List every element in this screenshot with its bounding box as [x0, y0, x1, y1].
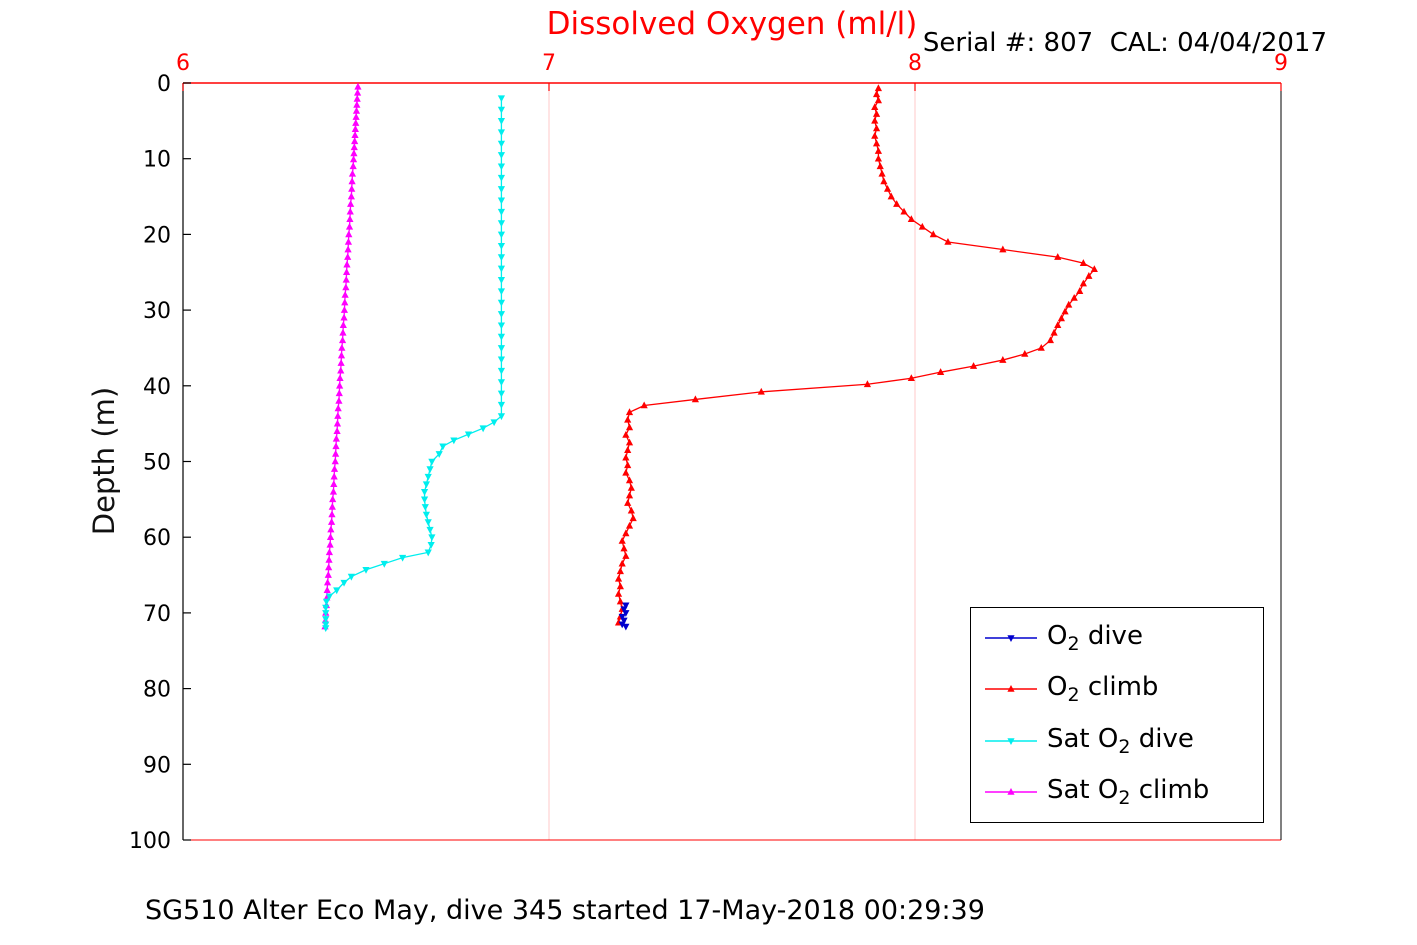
- legend-item-o2-climb: O2 climb: [971, 672, 1263, 706]
- serial-cal-text: Serial #: 807 CAL: 04/04/2017: [922, 28, 1327, 58]
- x-tick-labels: 6 7 8 9: [176, 51, 1288, 91]
- svg-text:40: 40: [143, 375, 171, 400]
- legend: O2 dive O2 climb Sat O2 dive Sat O2 climb: [970, 607, 1264, 823]
- legend-swatch-sat-o2-dive: [985, 737, 1037, 745]
- svg-text:0: 0: [157, 72, 171, 97]
- svg-text:90: 90: [143, 753, 171, 778]
- legend-item-sat-o2-dive: Sat O2 dive: [971, 724, 1263, 758]
- svg-text:10: 10: [143, 148, 171, 173]
- svg-text:60: 60: [143, 526, 171, 551]
- svg-text:7: 7: [542, 51, 556, 76]
- svg-text:30: 30: [143, 299, 171, 324]
- series-sat-o2-climb: [321, 82, 362, 630]
- legend-item-sat-o2-climb: Sat O2 climb: [971, 775, 1263, 809]
- series-o2-climb: [614, 84, 1098, 626]
- y-axis-label: Depth (m): [87, 386, 121, 536]
- y-tick-labels: 0 10 20 30 40 50 60 70 80 90 100: [129, 72, 191, 854]
- svg-text:6: 6: [176, 51, 190, 76]
- svg-text:80: 80: [143, 678, 171, 703]
- chart-title: Dissolved Oxygen (ml/l): [546, 6, 918, 42]
- svg-text:20: 20: [143, 223, 171, 248]
- legend-label-sat-o2-dive: Sat O2 dive: [1047, 723, 1194, 758]
- legend-label-o2-dive: O2 dive: [1047, 620, 1143, 655]
- gridlines: [548, 83, 916, 840]
- svg-text:8: 8: [908, 51, 922, 76]
- legend-item-o2-dive: O2 dive: [971, 621, 1263, 655]
- caption: SG510 Alter Eco May, dive 345 started 17…: [145, 895, 985, 926]
- legend-swatch-o2-dive: [985, 634, 1037, 642]
- svg-text:100: 100: [129, 829, 171, 854]
- series-o2-dive: [618, 602, 630, 631]
- svg-text:70: 70: [143, 602, 171, 627]
- legend-label-sat-o2-climb: Sat O2 climb: [1047, 775, 1210, 810]
- series-sat-o2-dive: [322, 95, 506, 633]
- svg-text:9: 9: [1274, 51, 1288, 76]
- svg-text:50: 50: [143, 451, 171, 476]
- legend-swatch-sat-o2-climb: [985, 788, 1037, 796]
- legend-label-o2-climb: O2 climb: [1047, 672, 1159, 707]
- legend-swatch-o2-climb: [985, 685, 1037, 693]
